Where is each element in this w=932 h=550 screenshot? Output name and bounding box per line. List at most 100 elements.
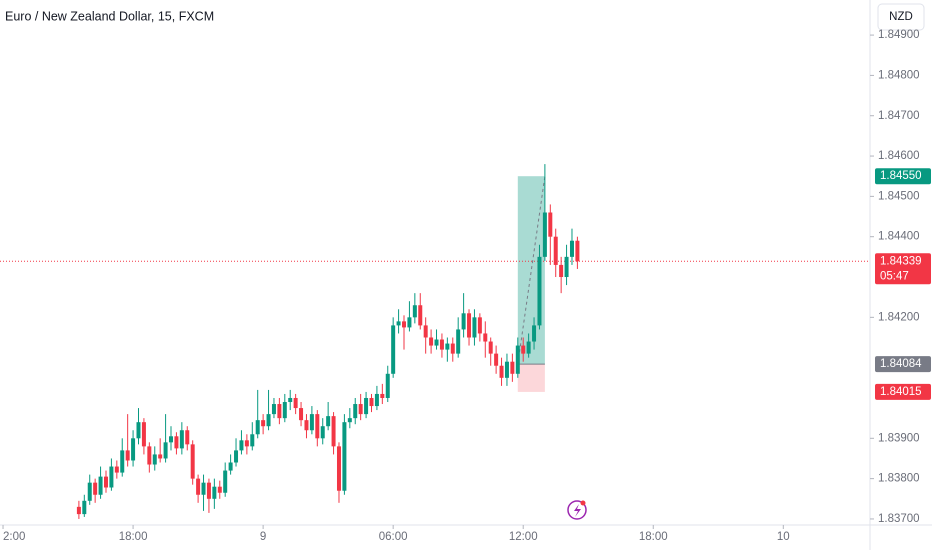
candle-body [353, 404, 358, 419]
candle-body [472, 317, 477, 338]
candle-body [131, 438, 136, 461]
candle-body [526, 341, 531, 354]
y-tick-label: 1.84800 [878, 69, 920, 81]
events-icon[interactable] [567, 500, 587, 520]
candle-body [234, 450, 239, 463]
candle-body [504, 361, 509, 378]
countdown: 05:47 [880, 270, 909, 282]
candle-body [548, 212, 553, 237]
event-circle[interactable] [567, 500, 587, 520]
candle-body [201, 482, 206, 495]
candle-body [569, 240, 574, 257]
candle-body [141, 422, 146, 447]
candle-body [342, 422, 347, 491]
x-tick-label: 9 [260, 531, 266, 543]
candle-body [488, 341, 493, 354]
candle-body [158, 454, 163, 459]
candle-body [293, 397, 298, 409]
candle-body [212, 486, 217, 499]
candle-body [467, 313, 472, 338]
candle-body [418, 305, 423, 326]
candle-body [456, 329, 461, 354]
candle-body [169, 436, 174, 443]
x-tick-label: 2:00 [3, 531, 25, 543]
trade-path [517, 176, 546, 365]
candle-body [299, 408, 304, 421]
candle-body [510, 361, 515, 374]
candle-body [255, 420, 260, 435]
y-tick-label: 1.84700 [878, 110, 920, 122]
candle-body [564, 256, 569, 278]
candle-body [483, 333, 488, 342]
y-tick-label: 1.83800 [878, 473, 920, 485]
candle-body [320, 426, 325, 439]
stop-badge [875, 383, 931, 400]
chart-title: Euro / New Zealand Dollar, 15, FXCM [5, 9, 214, 23]
candle-body [244, 440, 249, 447]
candle-body [266, 414, 271, 427]
candle-body [385, 373, 390, 398]
x-tick-label: 18:00 [119, 531, 148, 543]
candle-body [223, 470, 228, 493]
candle-body [93, 482, 98, 495]
candle-body [179, 430, 184, 449]
y-tick-label: 1.84500 [878, 190, 920, 202]
candle-body [374, 393, 379, 407]
candle-body [461, 313, 466, 330]
candle-body [326, 416, 331, 427]
candle-body [429, 337, 434, 346]
event-dot[interactable] [580, 500, 586, 506]
candle-body [152, 454, 157, 465]
candle-body [239, 440, 244, 451]
candle-body [521, 345, 526, 354]
candle-body [309, 414, 314, 431]
x-tick-label: 06:00 [379, 531, 408, 543]
candle-body [553, 236, 558, 265]
candle-body [190, 444, 195, 479]
stop-zone [517, 364, 545, 392]
candle-body [282, 402, 287, 419]
currency-button[interactable] [877, 3, 925, 31]
candle-body [575, 240, 580, 262]
candle-body [147, 446, 152, 465]
candle-body [217, 486, 222, 493]
candle-body [434, 339, 439, 346]
candle-body [185, 430, 190, 445]
event-bolt[interactable] [574, 504, 581, 517]
target-badge [875, 168, 931, 185]
candle-body [537, 256, 542, 326]
y-tick-label: 1.83900 [878, 432, 920, 444]
candle-body [402, 321, 407, 328]
candle-body [358, 404, 363, 415]
x-tick-label: 12:00 [509, 531, 538, 543]
candle-body [288, 397, 293, 403]
target-badge-label: 1.84550 [880, 170, 922, 182]
candle-body [407, 317, 412, 328]
y-tick-label: 1.83700 [878, 513, 920, 525]
candle-body [250, 434, 255, 447]
candle-body [532, 325, 537, 342]
candle-body [163, 442, 168, 459]
candle-body [120, 450, 125, 473]
candle-body [82, 500, 87, 515]
candle-body [76, 506, 81, 515]
candle-body [98, 476, 103, 495]
candle-body [450, 343, 455, 354]
candle-body [445, 343, 450, 350]
candle-body [206, 482, 211, 499]
candle-body [542, 212, 547, 257]
candle-body [87, 482, 92, 501]
y-tick-label: 1.84400 [878, 231, 920, 243]
candle-body [336, 446, 341, 491]
candle-body [114, 466, 119, 473]
candle-body [136, 422, 141, 439]
candle-body [499, 365, 504, 378]
candle-body [109, 466, 114, 488]
candle-body [196, 478, 201, 495]
currency-label[interactable]: NZD [889, 11, 913, 23]
stop-badge-label: 1.84015 [880, 386, 922, 398]
x-tick-label: 18:00 [639, 531, 668, 543]
candle-body [515, 345, 520, 374]
candle-body [315, 414, 320, 439]
